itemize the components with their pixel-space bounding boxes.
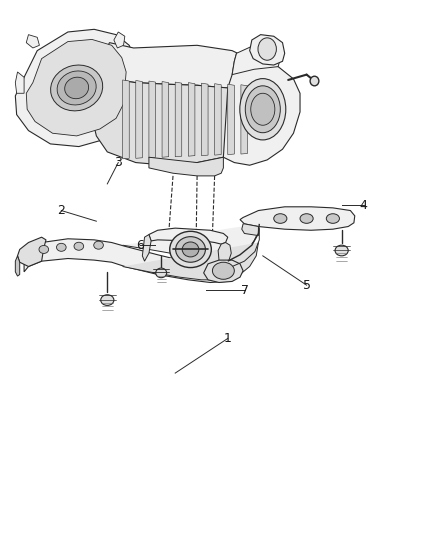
Polygon shape — [15, 29, 136, 147]
Polygon shape — [24, 239, 237, 282]
Text: 2: 2 — [57, 204, 65, 217]
Ellipse shape — [65, 77, 88, 99]
Text: 7: 7 — [241, 284, 249, 297]
Polygon shape — [18, 237, 46, 266]
Polygon shape — [223, 53, 300, 165]
Text: 6: 6 — [136, 239, 144, 252]
Polygon shape — [232, 45, 280, 75]
Polygon shape — [250, 35, 285, 65]
Polygon shape — [201, 83, 208, 156]
Ellipse shape — [300, 214, 313, 223]
Ellipse shape — [251, 93, 275, 125]
Polygon shape — [123, 224, 258, 261]
Ellipse shape — [274, 214, 287, 223]
Ellipse shape — [101, 295, 114, 305]
Polygon shape — [242, 224, 258, 236]
Polygon shape — [218, 243, 231, 264]
Polygon shape — [26, 35, 39, 48]
Ellipse shape — [176, 237, 205, 262]
Ellipse shape — [170, 231, 212, 268]
Polygon shape — [204, 260, 243, 282]
Polygon shape — [102, 43, 258, 88]
Polygon shape — [149, 157, 223, 176]
Ellipse shape — [212, 262, 234, 279]
Polygon shape — [241, 85, 247, 154]
Ellipse shape — [94, 241, 103, 249]
Polygon shape — [15, 72, 24, 93]
Text: 3: 3 — [114, 156, 122, 169]
Polygon shape — [15, 256, 20, 276]
Polygon shape — [136, 80, 142, 158]
Polygon shape — [162, 82, 169, 157]
Polygon shape — [92, 69, 254, 165]
Ellipse shape — [156, 268, 166, 278]
Ellipse shape — [335, 245, 348, 256]
Ellipse shape — [240, 78, 286, 140]
Ellipse shape — [258, 38, 276, 60]
Ellipse shape — [57, 71, 96, 105]
Ellipse shape — [39, 245, 49, 254]
Ellipse shape — [182, 242, 199, 257]
Polygon shape — [123, 243, 258, 280]
Ellipse shape — [74, 242, 84, 250]
Polygon shape — [149, 81, 155, 158]
Polygon shape — [215, 84, 221, 155]
Ellipse shape — [326, 214, 339, 223]
Polygon shape — [149, 228, 228, 244]
Ellipse shape — [51, 65, 102, 111]
Text: 5: 5 — [303, 279, 311, 292]
Polygon shape — [175, 82, 182, 157]
Ellipse shape — [57, 243, 66, 252]
Text: 1: 1 — [224, 332, 232, 345]
Ellipse shape — [310, 76, 319, 86]
Polygon shape — [123, 80, 129, 159]
Polygon shape — [26, 39, 126, 136]
Polygon shape — [142, 235, 151, 261]
Polygon shape — [114, 32, 125, 48]
Text: 4: 4 — [360, 199, 367, 212]
Polygon shape — [240, 207, 355, 230]
Polygon shape — [228, 84, 234, 155]
Polygon shape — [188, 83, 195, 156]
Ellipse shape — [245, 86, 280, 133]
